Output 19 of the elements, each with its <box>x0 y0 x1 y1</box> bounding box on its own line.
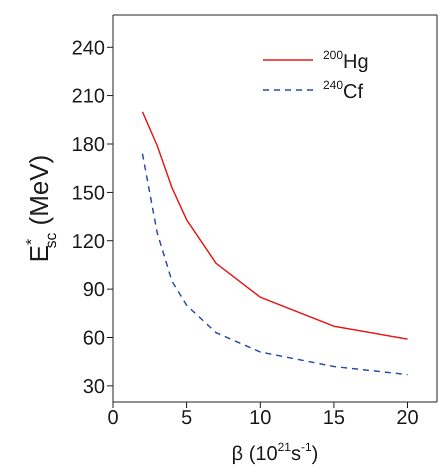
legend-label: $^{240}$Cf <box>323 78 364 103</box>
line-series <box>142 111 408 340</box>
y-tick-label: 240 <box>72 37 105 60</box>
y-axis-title: E*sc (MeV) <box>23 154 60 262</box>
x-tick-label: 5 <box>181 407 192 430</box>
x-axis-title: β (10$^{21}$s$^{-1}$) <box>232 440 318 465</box>
y-tick-label: 60 <box>82 328 105 350</box>
y-tick-label: 180 <box>72 134 105 156</box>
y-tick-label: 120 <box>72 230 105 253</box>
y-tick-label: 90 <box>82 279 105 302</box>
x-tick-label: 0 <box>107 407 119 430</box>
y-tick-label: 210 <box>72 86 105 108</box>
x-tick-label: 10 <box>249 407 272 430</box>
y-tick-label: 30 <box>82 376 105 398</box>
x-tick-label: 15 <box>322 407 346 430</box>
y-tick-label: 150 <box>72 182 105 204</box>
x-tick-label: 20 <box>396 407 419 430</box>
line-series <box>142 152 408 376</box>
legend-label: $^{200}$Hg <box>323 48 369 73</box>
